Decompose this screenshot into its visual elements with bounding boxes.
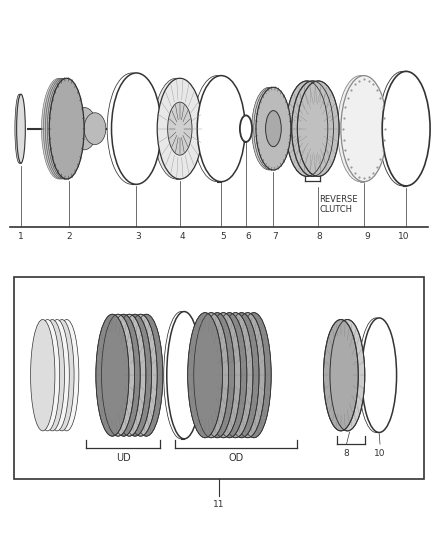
Ellipse shape	[40, 319, 64, 431]
Ellipse shape	[118, 314, 152, 436]
Ellipse shape	[168, 102, 192, 155]
Ellipse shape	[230, 313, 265, 438]
Ellipse shape	[218, 313, 253, 438]
Ellipse shape	[96, 314, 129, 436]
Text: 1: 1	[18, 232, 24, 241]
Ellipse shape	[113, 314, 146, 436]
Ellipse shape	[200, 313, 235, 438]
Ellipse shape	[362, 318, 396, 432]
Ellipse shape	[17, 94, 25, 163]
Ellipse shape	[337, 76, 384, 182]
Ellipse shape	[107, 314, 140, 436]
Ellipse shape	[256, 87, 291, 170]
Ellipse shape	[46, 78, 80, 179]
Ellipse shape	[102, 314, 134, 436]
Ellipse shape	[292, 81, 333, 176]
Ellipse shape	[382, 71, 430, 186]
Ellipse shape	[254, 87, 289, 170]
Ellipse shape	[45, 319, 69, 431]
Text: 5: 5	[220, 232, 226, 241]
Text: 8: 8	[316, 232, 322, 241]
Ellipse shape	[15, 94, 24, 163]
FancyBboxPatch shape	[14, 277, 424, 479]
Ellipse shape	[84, 113, 106, 144]
Ellipse shape	[379, 71, 427, 186]
Ellipse shape	[47, 78, 82, 179]
Text: 2: 2	[66, 232, 72, 241]
Ellipse shape	[164, 312, 198, 439]
Ellipse shape	[265, 111, 281, 147]
Ellipse shape	[124, 314, 157, 436]
Ellipse shape	[157, 78, 202, 179]
Ellipse shape	[297, 81, 339, 176]
Ellipse shape	[35, 319, 60, 431]
Text: OD: OD	[229, 453, 244, 463]
Text: 10: 10	[398, 232, 410, 241]
Text: REVERSE
CLUTCH: REVERSE CLUTCH	[319, 195, 357, 214]
Ellipse shape	[187, 313, 223, 438]
Ellipse shape	[31, 319, 55, 431]
Ellipse shape	[212, 313, 247, 438]
Ellipse shape	[71, 108, 97, 150]
Ellipse shape	[256, 87, 291, 170]
Ellipse shape	[341, 76, 387, 182]
Text: 6: 6	[245, 232, 251, 241]
Text: 9: 9	[364, 232, 370, 241]
Text: 8: 8	[344, 449, 350, 458]
Ellipse shape	[49, 78, 84, 179]
Ellipse shape	[252, 87, 286, 170]
Ellipse shape	[43, 78, 78, 179]
Ellipse shape	[206, 313, 241, 438]
Ellipse shape	[323, 319, 358, 431]
Ellipse shape	[130, 314, 163, 436]
Ellipse shape	[359, 318, 393, 432]
Ellipse shape	[42, 78, 76, 179]
Text: 10: 10	[374, 449, 386, 458]
Ellipse shape	[49, 319, 74, 431]
Ellipse shape	[54, 319, 79, 431]
Text: 11: 11	[213, 500, 225, 509]
Ellipse shape	[154, 78, 199, 179]
Ellipse shape	[194, 313, 229, 438]
Ellipse shape	[193, 76, 241, 182]
Text: 4: 4	[179, 232, 185, 241]
Ellipse shape	[107, 73, 157, 184]
Ellipse shape	[240, 115, 252, 142]
Text: 7: 7	[273, 232, 279, 241]
Ellipse shape	[238, 115, 251, 142]
Ellipse shape	[49, 78, 84, 179]
Ellipse shape	[112, 73, 161, 184]
Ellipse shape	[237, 313, 271, 438]
Text: 3: 3	[136, 232, 141, 241]
Ellipse shape	[224, 313, 259, 438]
Text: UD: UD	[116, 453, 131, 463]
Ellipse shape	[197, 76, 245, 182]
Ellipse shape	[330, 319, 365, 431]
Ellipse shape	[286, 81, 328, 176]
Text: REVERSE: REVERSE	[333, 403, 368, 413]
Ellipse shape	[167, 312, 201, 439]
